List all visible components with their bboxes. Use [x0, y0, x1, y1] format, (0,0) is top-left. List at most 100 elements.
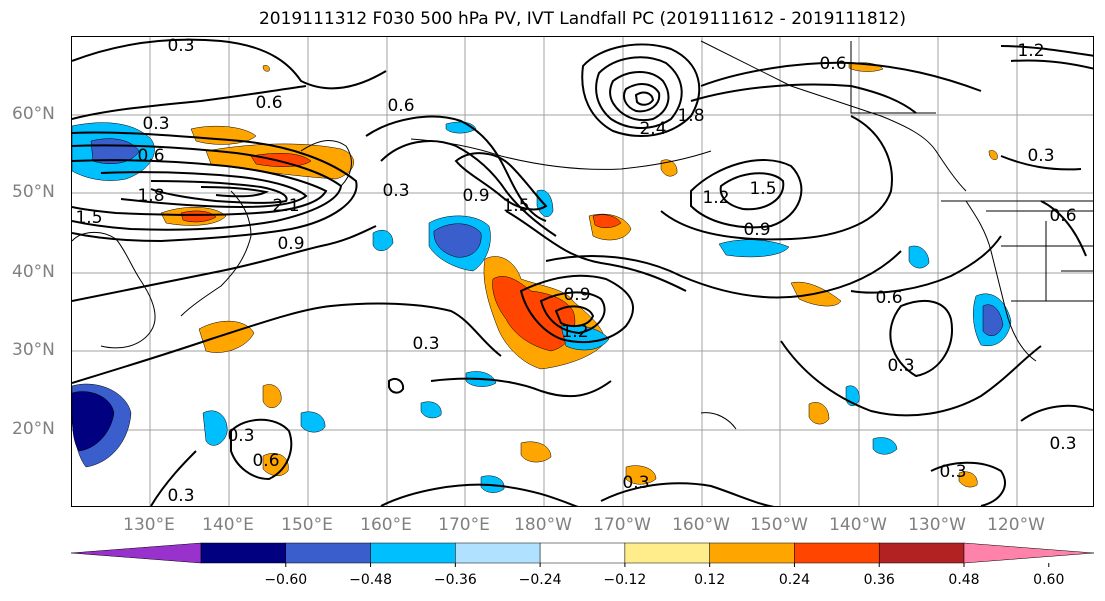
colorbar-segment	[539, 542, 626, 564]
lon-label-150e: 150°E	[281, 515, 333, 535]
map-title: 2019111312 F030 500 hPa PV, IVT Landfall…	[258, 9, 906, 29]
clabel-7: 0.3	[142, 114, 169, 134]
lon-label-120w: 120°W	[987, 515, 1045, 535]
contour-0.3-lower	[430, 377, 612, 398]
contour-0.3-long	[72, 302, 502, 384]
contour-npac-1.2	[690, 159, 803, 229]
contour-ridge-east	[889, 299, 953, 378]
shade-blue-npac	[718, 239, 790, 258]
lon-label-140e: 140°E	[202, 515, 254, 535]
clabel-2: 0.6	[137, 146, 164, 166]
lon-label-180w: 180°W	[514, 515, 572, 535]
shade-blue-small-10	[536, 189, 554, 217]
contour-east-outer	[850, 235, 1002, 294]
colorbar-tick-label: −0.24	[518, 572, 562, 588]
colorbar-segment	[878, 542, 965, 564]
lon-label-140w: 140°W	[829, 515, 887, 535]
clabel-24: 0.6	[252, 451, 279, 471]
clabel-9: 0.9	[462, 186, 489, 206]
contour-0.6-trough	[380, 140, 557, 237]
shade-orange-okhotsk	[190, 125, 257, 145]
clabel-15: 1.2	[702, 188, 729, 208]
colorbar-extend-min	[70, 542, 202, 564]
contour-jet-6	[200, 186, 270, 198]
contour-labels: 0.3 0.6 0.6 1.8 1.5 2.1 0.9 0.3 0.6 0.9 …	[75, 37, 1076, 506]
lat-label-60n: 60°N	[12, 104, 55, 124]
contour-jet-2	[72, 144, 343, 231]
clabel-30: 0.3	[1027, 146, 1054, 166]
clabel-6: 0.9	[277, 234, 304, 254]
clabel-14: 0.6	[819, 54, 846, 74]
clabel-31: 0.6	[1049, 206, 1076, 226]
contour-jet-5	[150, 180, 288, 204]
clabel-17: 0.9	[743, 220, 770, 240]
contour-trough-base	[519, 274, 635, 344]
pv-contours	[72, 38, 1093, 506]
contour-1.2-trough-base	[554, 305, 595, 328]
contour-0.6-south-jet	[72, 225, 377, 302]
colorbar-tick-label: −0.36	[433, 572, 477, 588]
shade-blue-small-3	[300, 411, 326, 433]
lon-label-170e: 170°E	[438, 515, 490, 535]
coast-asia	[72, 232, 156, 349]
contour-aleutian-low-4	[623, 83, 661, 113]
map-svg: 0.3 0.6 0.6 1.8 1.5 2.1 0.9 0.3 0.6 0.9 …	[72, 37, 1093, 506]
contour-0.9-trough-base	[539, 291, 606, 335]
colorbar-segment	[455, 542, 541, 564]
colorbar-tick-label: 0.60	[1033, 572, 1065, 588]
contour-0.3-mid	[505, 210, 687, 292]
contour-aleutian-low-2	[595, 56, 683, 129]
coast-kamchatka	[300, 140, 352, 187]
contour-aleutian-low-3	[609, 71, 670, 122]
coastlines	[72, 40, 1093, 430]
clabel-0: 0.3	[167, 37, 194, 56]
shade-red-kuril	[250, 153, 312, 167]
colorbar-tick-label: −0.48	[349, 572, 392, 588]
border-alaska	[850, 41, 936, 114]
contour-1.2-ne-corner	[1010, 59, 1093, 70]
map-panel: 0.3 0.6 0.6 1.8 1.5 2.1 0.9 0.3 0.6 0.9 …	[71, 36, 1094, 507]
shade-red-hokkaido	[180, 210, 217, 223]
colorbar-tick-label: 0.12	[694, 572, 726, 588]
lat-label-30n: 30°N	[12, 340, 55, 360]
colorbar-tick-label: −0.12	[603, 572, 647, 588]
clabel-28: 0.3	[622, 473, 649, 493]
shade-orange-small-9	[988, 150, 998, 160]
shade-orange-small-6	[958, 471, 978, 488]
clabel-25: 0.3	[167, 486, 194, 506]
graticule	[72, 37, 1093, 506]
contour-1.5-trough	[454, 152, 548, 211]
pc-shading	[72, 62, 1012, 493]
contour-npac-0.9-outer	[660, 115, 893, 241]
coast-west-us	[965, 200, 1037, 362]
clabel-3: 1.8	[137, 186, 164, 206]
clabel-22: 0.3	[887, 356, 914, 376]
contour-small-ring-2	[388, 378, 405, 394]
shade-blue-small-2	[202, 410, 228, 446]
colorbar-segments	[70, 542, 1095, 564]
colorbar-segment	[709, 542, 795, 564]
shade-orange-small-5	[808, 402, 830, 425]
contour-0.9-trough	[365, 115, 547, 222]
clabel-16: 1.5	[749, 179, 776, 199]
clabel-13: 1.8	[677, 106, 704, 126]
clabel-27: 0.3	[1049, 434, 1076, 454]
contour-small-ring-1	[230, 418, 293, 481]
coast-japan	[180, 190, 252, 317]
shade-darkblue-midpac	[433, 223, 482, 258]
clabel-19: 1.2	[561, 322, 588, 342]
clabel-18: 0.9	[563, 285, 590, 305]
shade-blue-west-coast	[908, 245, 930, 269]
contour-0.3-south-west	[150, 450, 197, 506]
colorbar-tick-label: −0.60	[264, 572, 308, 588]
contour-0.6-ne-corner	[1000, 45, 1093, 57]
colorbar-tick-label: 0.48	[948, 572, 980, 588]
shade-blue-small-1	[372, 230, 394, 251]
contour-0.3-northwest	[72, 38, 387, 90]
clabel-8: 0.6	[387, 96, 414, 116]
shade-navy-philippine	[72, 391, 115, 452]
shade-blue-small-8	[872, 437, 898, 455]
clabel-23: 0.3	[227, 426, 254, 446]
contour-jet-4	[100, 171, 308, 209]
colorbar-segment	[794, 542, 880, 564]
